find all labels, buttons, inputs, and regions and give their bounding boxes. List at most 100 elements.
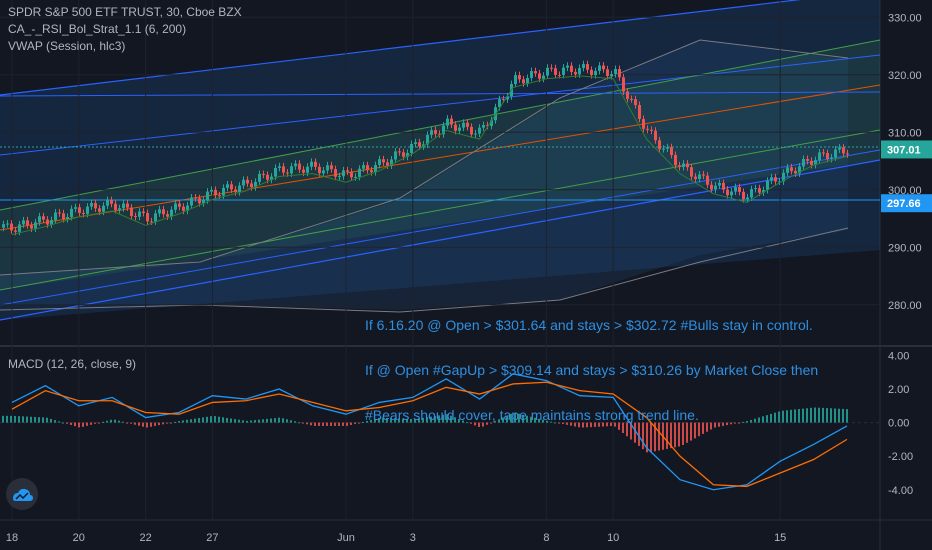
bollinger-lower-band xyxy=(0,227,849,313)
candle-body xyxy=(366,165,369,171)
candle-body xyxy=(398,151,401,153)
candle-body xyxy=(462,122,465,128)
macd-histogram-bar xyxy=(346,422,348,426)
macd-histogram-bar xyxy=(590,422,592,428)
candle-body xyxy=(358,168,361,177)
candle-body xyxy=(774,177,777,182)
macd-line xyxy=(11,373,848,491)
macd-histogram-bar xyxy=(174,421,176,423)
candle-body xyxy=(418,142,421,147)
macd-histogram-bar xyxy=(134,422,136,425)
macd-histogram-bar xyxy=(378,417,380,423)
macd-histogram-bar xyxy=(122,421,124,423)
macd-histogram-bar xyxy=(526,415,528,423)
macd-histogram-bar xyxy=(230,418,232,423)
time-tick-label: 20 xyxy=(73,532,85,544)
candle-body xyxy=(574,71,577,75)
channel-mid-upper-line xyxy=(0,54,881,156)
candle-body xyxy=(122,203,125,209)
tradingview-cloud-icon[interactable] xyxy=(6,478,38,510)
candle-body xyxy=(10,223,13,231)
candle-body xyxy=(538,73,541,79)
macd-histogram-bar xyxy=(406,418,408,423)
macd-histogram-bar xyxy=(506,415,508,423)
candle-body xyxy=(486,125,489,127)
candle-body xyxy=(394,151,397,160)
rsi-bol-indicator-label[interactable]: CA_-_RSI_Bol_Strat_1.1 (6, 200) xyxy=(8,22,187,36)
candle-body xyxy=(306,166,309,173)
candle-body xyxy=(794,170,797,174)
candle-body xyxy=(82,212,85,214)
macd-histogram-bar xyxy=(70,422,72,425)
candle-body xyxy=(298,163,301,170)
macd-histogram-bar xyxy=(466,422,468,424)
candle-body xyxy=(378,159,381,165)
candle-body xyxy=(606,69,609,77)
macd-histogram-bar xyxy=(674,422,676,448)
candle-body xyxy=(2,224,5,228)
macd-histogram-bar xyxy=(130,422,132,424)
macd-histogram-bar xyxy=(142,422,144,427)
candle-body xyxy=(746,197,749,200)
macd-histogram-bar xyxy=(482,422,484,427)
macd-tick-label: 0.00 xyxy=(888,418,909,430)
vwap-indicator-label[interactable]: VWAP (Session, hlc3) xyxy=(8,39,126,53)
candle-body xyxy=(178,203,181,207)
chart-legend: SPDR S&P 500 ETF TRUST, 30, Cboe BZX CA_… xyxy=(8,4,242,55)
macd-histogram-bar xyxy=(446,414,448,423)
macd-histogram-bar xyxy=(210,416,212,423)
macd-histogram-bar xyxy=(14,415,16,423)
candle-body xyxy=(130,207,133,217)
chart-annotation: If 6.16.20 @ Open > $301.64 and stays > … xyxy=(365,288,818,438)
macd-indicator-label[interactable]: MACD (12, 26, close, 9) xyxy=(8,357,137,371)
candle-body xyxy=(242,179,245,186)
macd-histogram-bar xyxy=(242,420,244,423)
macd-histogram-bar xyxy=(246,420,248,423)
macd-histogram-bar xyxy=(594,422,596,427)
candle-body xyxy=(778,181,781,183)
macd-histogram-bar xyxy=(722,422,724,426)
macd-histogram-bar xyxy=(478,422,480,427)
macd-histogram-bar xyxy=(634,422,636,443)
macd-histogram-bar xyxy=(766,415,768,423)
candle-body xyxy=(638,105,641,119)
candle-body xyxy=(66,217,69,219)
macd-histogram-bar xyxy=(666,422,668,449)
candle-body xyxy=(470,126,473,135)
macd-histogram-bar xyxy=(782,410,784,423)
candle-body xyxy=(230,184,233,190)
candle-body xyxy=(814,160,817,165)
candle-body xyxy=(154,213,157,222)
macd-histogram-bar xyxy=(686,422,688,443)
candle-body xyxy=(682,163,685,168)
candle-body xyxy=(626,91,629,99)
candle-body xyxy=(422,144,425,147)
candle-body xyxy=(518,75,521,80)
macd-histogram-bar xyxy=(434,416,436,423)
candle-body xyxy=(458,127,461,131)
candle-body xyxy=(402,152,405,157)
macd-histogram-bar xyxy=(502,417,504,423)
macd-histogram-bar xyxy=(770,413,772,423)
macd-histogram-bar xyxy=(822,407,824,423)
macd-histogram-bar xyxy=(314,422,316,426)
macd-histogram-bar xyxy=(2,415,4,423)
candle-body xyxy=(334,169,337,177)
macd-histogram-bar xyxy=(702,422,704,434)
candle-body xyxy=(22,220,25,225)
candle-body xyxy=(782,172,785,182)
macd-histogram-bar xyxy=(362,421,364,423)
symbol-title[interactable]: SPDR S&P 500 ETF TRUST, 30, Cboe BZX xyxy=(8,5,242,19)
macd-histogram-bar xyxy=(638,422,640,446)
candle-body xyxy=(238,185,241,193)
macd-histogram-bar xyxy=(610,422,612,427)
candle-body xyxy=(766,180,769,191)
candle-body xyxy=(94,203,97,209)
candle-body xyxy=(46,219,49,225)
macd-histogram-bar xyxy=(654,422,656,452)
macd-histogram-bar xyxy=(714,422,716,428)
candle-body xyxy=(478,127,481,134)
candle-body xyxy=(350,171,353,178)
macd-histogram-bar xyxy=(110,419,112,423)
